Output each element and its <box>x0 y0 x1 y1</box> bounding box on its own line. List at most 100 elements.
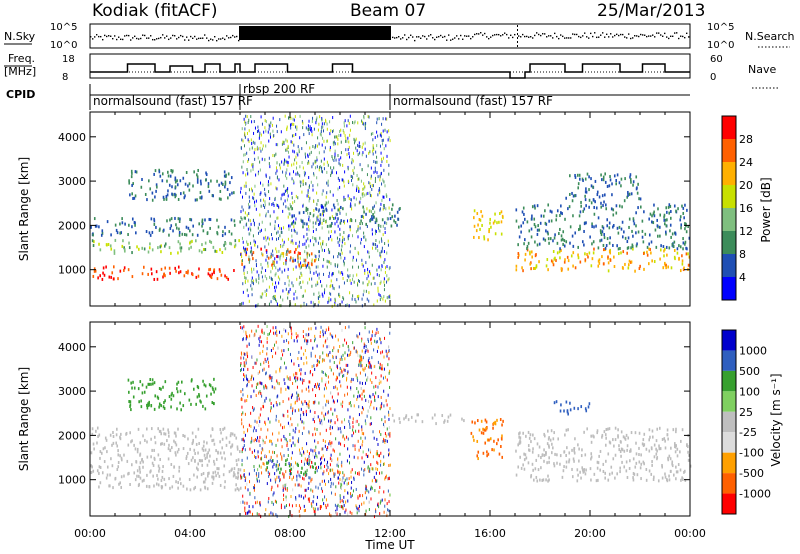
velocity-noise-cell <box>259 501 261 505</box>
power-echo-cell <box>684 242 686 246</box>
velocity-echo-cell <box>99 456 101 460</box>
velocity-noise-cell <box>244 433 246 437</box>
power-echo-cell <box>536 243 539 247</box>
power-noise-cell <box>342 235 344 239</box>
velocity-echo-cell <box>128 390 130 394</box>
velocity-noise-cell <box>253 488 255 492</box>
velocity-echo-cell <box>203 480 206 484</box>
power-noise-cell <box>316 280 318 284</box>
velocity-noise-cell <box>271 442 273 446</box>
power-noise-cell <box>252 163 254 167</box>
power-noise-cell <box>267 261 269 265</box>
velocity-noise-cell <box>253 486 255 490</box>
power-noise-cell <box>377 175 379 179</box>
velocity-noise-cell <box>296 478 298 482</box>
velocity-noise-cell <box>289 377 291 381</box>
power-echo-cell <box>592 185 594 189</box>
velocity-echo-cell <box>99 481 102 485</box>
velocity-echo-cell <box>90 471 93 475</box>
power-noise-cell <box>366 283 368 287</box>
power-noise-cell <box>294 199 296 203</box>
velocity-noise-cell <box>325 498 327 502</box>
power-echo-cell <box>210 276 213 280</box>
power-echo-cell <box>252 257 254 261</box>
velocity-noise-cell <box>240 390 242 394</box>
noise-point <box>436 36 438 38</box>
power-echo-cell <box>597 264 600 268</box>
power-noise-cell <box>322 170 324 174</box>
noise-point <box>526 35 528 38</box>
velocity-echo-cell <box>120 432 122 436</box>
velocity-noise-cell <box>305 473 307 477</box>
velocity-noise-cell <box>388 410 390 414</box>
noise-point <box>456 35 458 37</box>
velocity-noise-cell <box>361 467 363 471</box>
power-echo-cell <box>515 264 518 268</box>
power-echo-cell <box>192 224 194 228</box>
power-noise-cell <box>295 155 297 159</box>
velocity-noise-cell <box>342 343 344 347</box>
power-echo-cell <box>609 175 611 179</box>
power-noise-cell <box>295 194 297 198</box>
velocity-noise-cell <box>289 476 291 480</box>
power-noise-cell <box>346 153 348 157</box>
power-echo-cell <box>659 234 661 238</box>
velocity-echo-cell <box>196 395 199 399</box>
velocity-noise-cell <box>340 485 342 489</box>
power-echo-cell <box>676 247 679 251</box>
velocity-noise-cell <box>285 504 287 508</box>
power-echo-cell <box>593 247 595 251</box>
velocity-echo-cell <box>136 450 139 454</box>
power-echo-cell <box>609 258 612 262</box>
power-noise-cell <box>352 294 354 298</box>
velocity-noise-cell <box>253 407 255 411</box>
velocity-noise-cell <box>316 502 318 506</box>
velocity-noise-cell <box>253 454 255 458</box>
velocity-echo-cell <box>519 436 522 440</box>
power-noise-cell <box>296 231 298 235</box>
velocity-noise-cell <box>248 509 250 513</box>
power-noise-cell <box>339 227 341 231</box>
power-noise-cell <box>316 176 318 180</box>
velocity-noise-cell <box>379 366 381 370</box>
power-noise-cell <box>287 215 289 219</box>
velocity-noise-cell <box>334 472 336 476</box>
power-echo-cell <box>593 225 595 229</box>
velocity-noise-cell <box>261 447 263 451</box>
velocity-echo-cell <box>175 480 177 484</box>
velocity-echo-cell <box>95 429 97 433</box>
velocity-noise-cell <box>319 421 321 425</box>
power-noise-cell <box>384 230 386 234</box>
velocity-noise-cell <box>361 502 363 506</box>
noise-point <box>106 35 108 38</box>
power-noise-cell <box>363 289 365 293</box>
velocity-noise-cell <box>377 331 379 335</box>
velocity-noise-cell <box>290 395 292 399</box>
velocity-echo-cell <box>675 430 677 434</box>
noise-point <box>140 37 142 40</box>
velocity-noise-cell <box>276 379 278 383</box>
power-noise-cell <box>243 216 245 220</box>
power-echo-cell <box>302 263 305 267</box>
power-echo-cell <box>565 240 568 244</box>
velocity-noise-cell <box>337 426 339 430</box>
power-noise-cell <box>336 220 338 224</box>
power-noise-cell <box>372 276 374 280</box>
velocity-echo-cell <box>559 462 561 466</box>
velocity-echo-cell <box>590 434 592 438</box>
power-noise-cell <box>380 280 382 284</box>
power-echo-cell <box>494 212 496 216</box>
power-echo-cell <box>131 251 133 255</box>
power-echo-cell <box>681 259 684 263</box>
velocity-noise-cell <box>252 429 254 433</box>
power-noise-cell <box>368 255 370 259</box>
power-noise-cell <box>352 277 354 281</box>
power-noise-cell <box>364 268 366 272</box>
power-noise-cell <box>317 303 319 307</box>
velocity-echo-cell <box>673 473 675 477</box>
power-noise-cell <box>293 225 295 229</box>
noise-point <box>206 37 208 39</box>
velocity-noise-cell <box>283 434 285 438</box>
velocity-noise-cell <box>279 479 281 483</box>
power-noise-cell <box>280 253 282 257</box>
